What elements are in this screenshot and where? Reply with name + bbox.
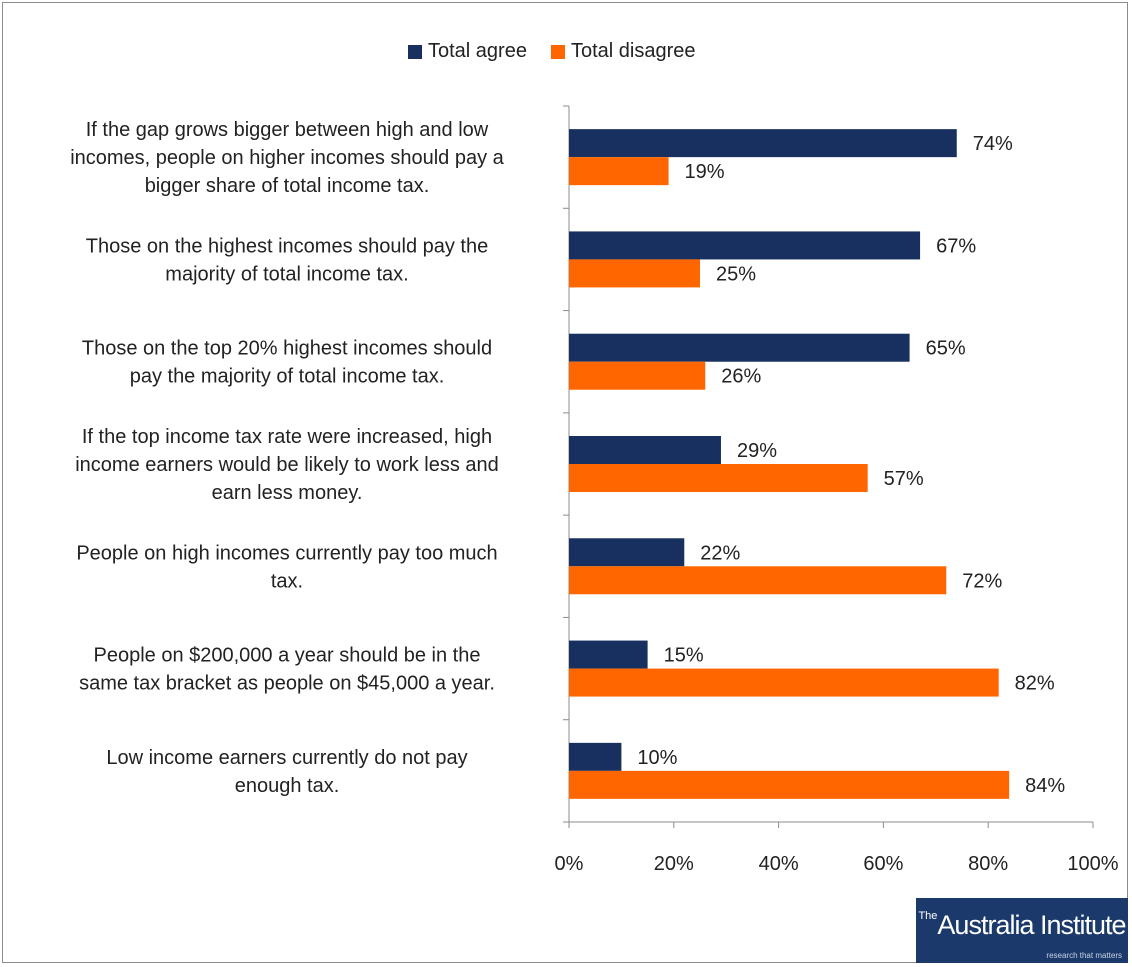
data-label-agree: 15% <box>664 645 704 667</box>
data-label-disagree: 25% <box>716 263 756 285</box>
data-label-disagree: 19% <box>685 161 725 183</box>
bar-agree <box>569 231 921 260</box>
x-tick-label: 40% <box>759 853 799 875</box>
bar-agree <box>569 129 957 158</box>
legend-label-agree: Total agree <box>428 40 527 62</box>
legend-item-agree: Total agree <box>408 40 527 63</box>
category-label-line: enough tax. <box>235 775 340 797</box>
data-label-agree: 29% <box>737 440 777 462</box>
category-label-line: If the gap grows bigger between high and… <box>86 119 489 141</box>
category-label-line: tax. <box>271 570 303 592</box>
category-label-line: People on $200,000 a year should be in t… <box>94 645 481 667</box>
legend-label-disagree: Total disagree <box>570 40 696 62</box>
x-tick-label: 100% <box>1067 853 1118 875</box>
category-label-line: Those on the highest incomes should pay … <box>86 235 488 257</box>
legend-swatch-agree <box>408 44 422 59</box>
data-label-agree: 67% <box>936 235 976 257</box>
bar-disagree <box>569 770 1010 799</box>
bar-disagree <box>569 361 706 390</box>
category-label-line: If the top income tax rate were increase… <box>82 426 492 448</box>
bar-disagree <box>569 566 947 595</box>
bar-disagree <box>569 157 669 186</box>
bar-agree <box>569 538 685 567</box>
category-label-line: earn less money. <box>212 482 363 504</box>
data-label-agree: 65% <box>926 338 966 360</box>
category-label-line: bigger share of total income tax. <box>145 175 430 197</box>
logo-prefix: The <box>918 910 938 922</box>
logo-name: Australia Institute <box>937 910 1126 940</box>
category-label-line: pay the majority of total income tax. <box>130 366 445 388</box>
x-tick-label: 0% <box>555 853 584 875</box>
data-label-disagree: 26% <box>721 366 761 388</box>
x-tick-label: 20% <box>654 853 694 875</box>
chart-legend: Total agree Total disagree <box>408 40 720 63</box>
data-label-disagree: 72% <box>962 570 1002 592</box>
data-label-agree: 74% <box>973 133 1013 155</box>
category-label-line: incomes, people on higher incomes should… <box>70 147 504 169</box>
legend-item-disagree: Total disagree <box>550 40 696 63</box>
data-label-disagree: 84% <box>1025 775 1065 797</box>
bar-agree <box>569 333 910 362</box>
bar-agree <box>569 640 648 669</box>
bar-disagree <box>569 464 868 492</box>
bar-disagree <box>569 668 999 697</box>
data-label-disagree: 82% <box>1015 673 1055 695</box>
x-tick-label: 60% <box>863 853 903 875</box>
category-label-line: Low income earners currently do not pay <box>106 747 467 769</box>
category-label-line: majority of total income tax. <box>165 263 408 285</box>
bar-agree <box>569 742 622 771</box>
category-label-line: income earners would be likely to work l… <box>75 454 499 476</box>
category-label-line: same tax bracket as people on $45,000 a … <box>79 673 495 695</box>
data-label-disagree: 57% <box>884 468 924 490</box>
x-tick-label: 80% <box>968 853 1008 875</box>
data-label-agree: 10% <box>637 747 677 769</box>
category-label-line: People on high incomes currently pay too… <box>76 542 497 564</box>
bar-disagree <box>569 259 700 288</box>
data-label-agree: 22% <box>700 542 740 564</box>
logo-tagline: research that matters <box>1046 951 1122 960</box>
bar-agree <box>569 436 721 464</box>
legend-swatch-disagree <box>550 44 565 59</box>
australia-institute-logo: TheAustralia Institute research that mat… <box>916 898 1128 963</box>
category-label-line: Those on the top 20% highest incomes sho… <box>82 338 492 360</box>
logo-wordmark: TheAustralia Institute <box>916 910 1128 941</box>
